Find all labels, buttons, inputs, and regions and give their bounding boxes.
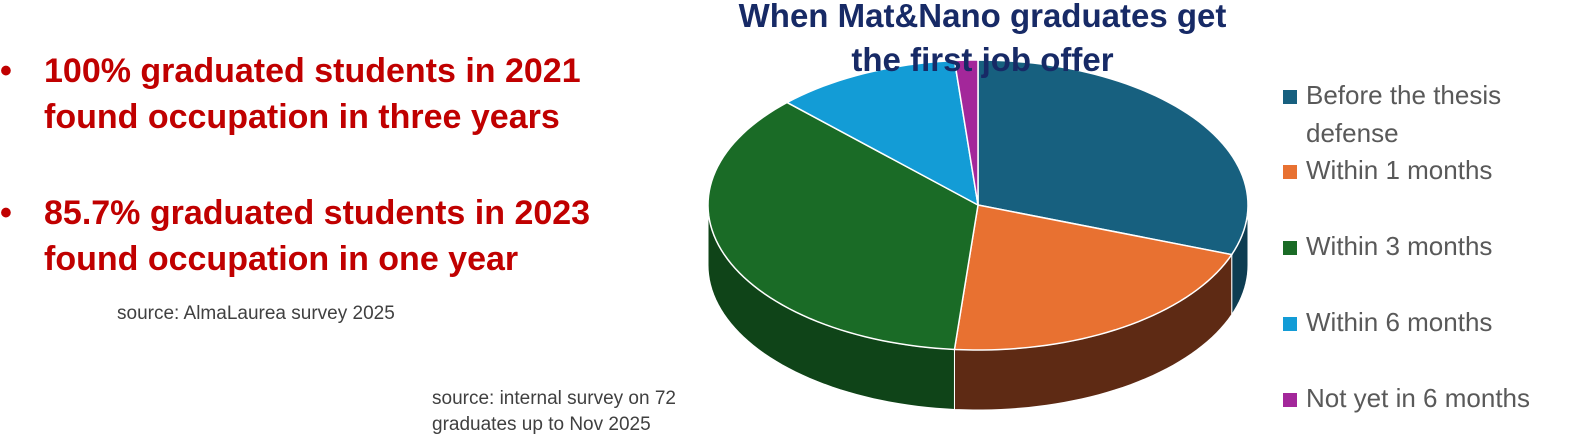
legend-entry: Within 1 months: [1283, 151, 1573, 189]
pie-slice: [953, 59, 979, 206]
legend-label: Within 6 months: [1306, 307, 1493, 337]
legend-label: Before the thesis defense: [1306, 80, 1502, 148]
legend-entry: Within 3 months: [1283, 227, 1573, 265]
pie-slice: [977, 59, 1249, 256]
bullet: 100% graduated students in 2021 found oc…: [0, 48, 674, 140]
legend-swatch: [1283, 241, 1297, 255]
legend-swatch: [1283, 393, 1297, 407]
legend-label: Not yet in 6 months: [1306, 383, 1530, 413]
legend-entry: Not yet in 6 months: [1283, 379, 1573, 417]
source-note: source: internal survey on 72 graduates …: [432, 388, 676, 435]
pie-slice: [953, 204, 1234, 351]
legend-entry: Within 6 months: [1283, 303, 1573, 341]
legend-swatch: [1283, 165, 1297, 179]
bullet: 85.7% graduated students in 2023 found o…: [0, 190, 674, 282]
legend-label: Within 3 months: [1306, 231, 1493, 261]
source-note: source: AlmaLaurea survey 2025: [117, 303, 395, 324]
legend-swatch: [1283, 90, 1297, 104]
pie-slice: [707, 101, 979, 351]
chart-title: When Mat&Nano graduates get the first jo…: [738, 0, 1227, 78]
legend-swatch: [1283, 317, 1297, 331]
pie-slice: [785, 59, 979, 207]
legend-label: Within 1 months: [1306, 155, 1493, 185]
legend-entry: Before the thesis defense: [1283, 76, 1573, 152]
